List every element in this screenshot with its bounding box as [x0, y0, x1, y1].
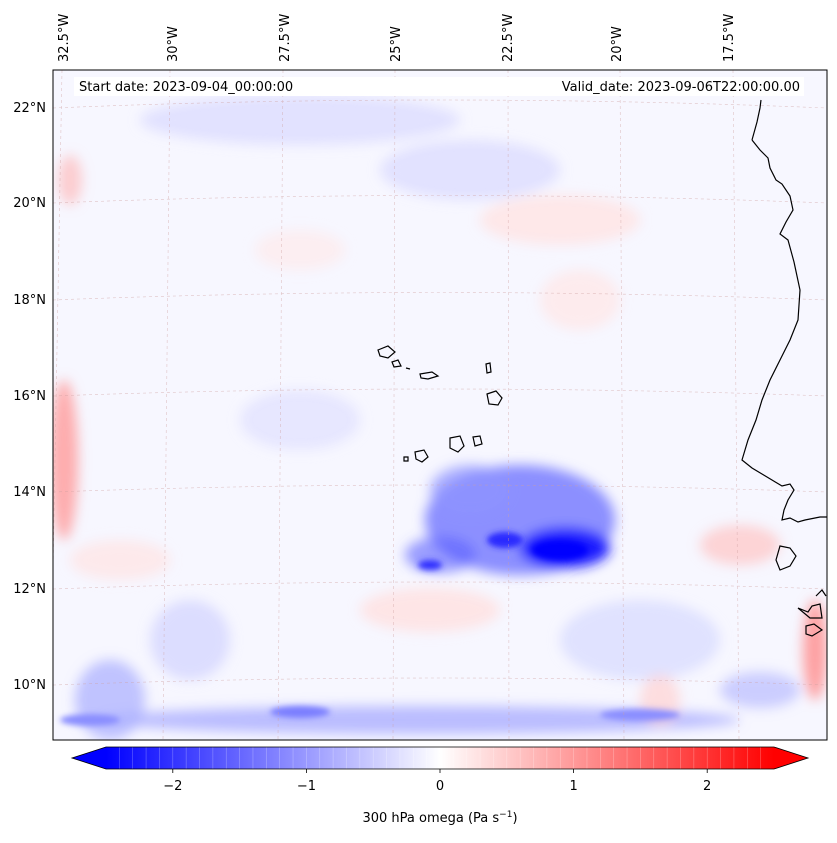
island	[377, 345, 396, 359]
start-date-label: Start date: 2023-09-04_00:00:00	[79, 80, 293, 95]
coast-detail	[805, 623, 824, 637]
field-blob	[140, 95, 460, 145]
field-blob	[540, 270, 620, 330]
island	[419, 371, 440, 380]
lat-label: 16°N	[13, 389, 46, 404]
field-blob	[240, 390, 360, 450]
lon-label: 20°W	[610, 26, 625, 62]
field-blob	[532, 540, 588, 560]
colorbar-steps	[119, 747, 761, 769]
field-blob	[70, 540, 170, 580]
colorbar-tick-label: 2	[703, 779, 711, 794]
coast-detail	[815, 589, 827, 597]
field-blob	[600, 709, 680, 721]
island	[486, 390, 503, 406]
graticule	[53, 70, 827, 740]
colorbar-ticks: −2 −1 0 1 2	[163, 769, 711, 794]
lon-labels: 32.5°W 30°W 27.5°W 25°W 22.5°W 20°W 17.5…	[57, 14, 737, 62]
colorbar-tick-label: 1	[569, 779, 577, 794]
header-band	[74, 77, 804, 96]
field-blob	[60, 714, 120, 726]
colorbar-min-extend	[72, 747, 106, 769]
colorbar-tick-label: 0	[436, 779, 444, 794]
field-blob	[100, 706, 740, 734]
colorbar-label: 300 hPa omega (Pa s−1)	[362, 810, 517, 826]
field-blob	[560, 600, 720, 680]
field-blob	[720, 672, 800, 708]
lon-label: 27.5°W	[278, 14, 293, 62]
coastlines	[377, 99, 827, 637]
lat-label: 14°N	[13, 485, 46, 500]
lat-labels: 22°N 20°N 18°N 16°N 14°N 12°N 10°N	[13, 101, 46, 693]
lat-label: 18°N	[13, 293, 46, 308]
lon-label: 25°W	[389, 26, 404, 62]
field-blob	[255, 230, 345, 270]
island	[414, 449, 429, 463]
field-blob	[53, 380, 78, 540]
valid-date-label: Valid_date: 2023-09-06T22:00:00.00	[562, 80, 800, 95]
colorbar-ramp	[106, 747, 774, 769]
field-blob	[58, 155, 82, 205]
colorbar: −2 −1 0 1 2 300 hPa omega (Pa s−1)	[70, 746, 810, 826]
colorbar-tick-label: −2	[163, 779, 182, 794]
island	[403, 456, 409, 462]
field-blob	[75, 660, 145, 740]
lat-label: 10°N	[13, 678, 46, 693]
island	[485, 362, 492, 374]
field-blob	[418, 560, 442, 570]
colorbar-outline	[70, 746, 810, 770]
field-blob	[270, 706, 330, 718]
field-blob	[380, 140, 560, 200]
colorbar-max-extend	[774, 747, 808, 769]
lat-label: 12°N	[13, 582, 46, 597]
omega-field	[53, 70, 827, 740]
africa-coast	[741, 99, 827, 523]
lon-label: 32.5°W	[57, 14, 72, 62]
coast-detail	[775, 545, 797, 571]
field-blob	[487, 532, 523, 548]
colorbar-tick-label: −1	[297, 779, 316, 794]
map-frame	[52, 69, 828, 741]
field-blob	[430, 465, 510, 515]
lon-label: 30°W	[166, 26, 181, 62]
island	[405, 367, 411, 370]
lon-label: 17.5°W	[722, 14, 737, 62]
island	[391, 359, 402, 368]
island	[472, 435, 483, 447]
lon-label: 22.5°W	[501, 14, 516, 62]
field-blob	[700, 525, 780, 565]
field-blob	[480, 195, 640, 245]
lat-label: 22°N	[13, 101, 46, 116]
field-blob	[150, 600, 230, 680]
field-details	[60, 532, 680, 726]
coast-detail	[797, 603, 823, 619]
lat-label: 20°N	[13, 196, 46, 211]
field-blob	[360, 588, 500, 632]
island	[449, 435, 465, 453]
